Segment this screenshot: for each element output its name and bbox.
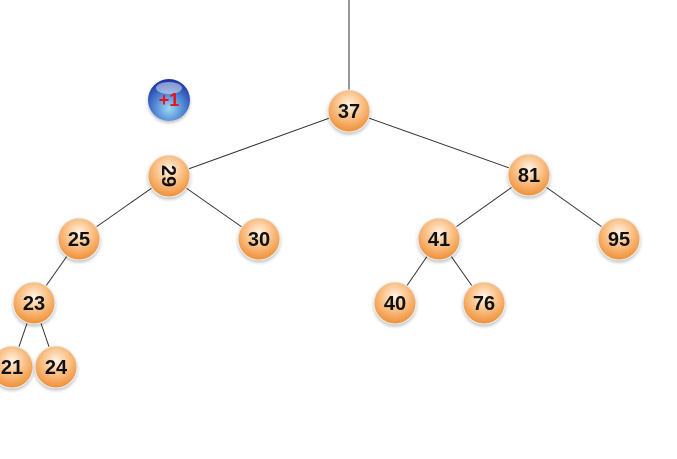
node-circle bbox=[597, 217, 641, 261]
tree-node-41: 41 bbox=[417, 217, 461, 261]
tree-node-37: 37 bbox=[327, 89, 371, 133]
node-label: 21 bbox=[1, 357, 23, 379]
node-label: 29 bbox=[157, 165, 179, 187]
node-circle bbox=[507, 153, 551, 197]
node-circle bbox=[12, 281, 56, 325]
edge-37-81 bbox=[348, 110, 530, 176]
badge-circle bbox=[148, 79, 190, 121]
tree-nodes: 37 29 81 25 30 41 95 23 40 76 21 24 bbox=[0, 89, 641, 389]
node-circle bbox=[147, 154, 191, 198]
tree-node-29: 29 bbox=[147, 154, 191, 198]
node-label: 81 bbox=[518, 165, 540, 187]
tree-node-21: 21 bbox=[0, 345, 34, 389]
node-circle bbox=[0, 345, 34, 389]
tree-node-81: 81 bbox=[507, 153, 551, 197]
node-circle bbox=[57, 217, 101, 261]
node-label: 41 bbox=[428, 229, 450, 251]
node-circle bbox=[327, 89, 371, 133]
tree-node-24: 24 bbox=[34, 345, 78, 389]
tree-edges bbox=[11, 110, 620, 368]
node-label: 24 bbox=[45, 357, 68, 379]
node-label: 23 bbox=[23, 293, 45, 315]
node-label: 95 bbox=[608, 229, 630, 251]
node-circle bbox=[462, 281, 506, 325]
node-label: 30 bbox=[248, 229, 270, 251]
badge-highlight bbox=[156, 82, 182, 94]
tree-node-23: 23 bbox=[12, 281, 56, 325]
node-circle bbox=[34, 345, 78, 389]
node-circle bbox=[417, 217, 461, 261]
node-circle bbox=[237, 217, 281, 261]
tree-node-76: 76 bbox=[462, 281, 506, 325]
node-circle bbox=[373, 281, 417, 325]
node-label: 40 bbox=[384, 293, 406, 315]
node-label: 25 bbox=[68, 229, 90, 251]
badge-label: +1 bbox=[159, 90, 180, 110]
node-label: 37 bbox=[338, 101, 360, 123]
tree-node-40: 40 bbox=[373, 281, 417, 325]
balance-badge: +1 bbox=[148, 79, 190, 121]
tree-node-30: 30 bbox=[237, 217, 281, 261]
tree-node-25: 25 bbox=[57, 217, 101, 261]
tree-node-95: 95 bbox=[597, 217, 641, 261]
edge-37-29 bbox=[168, 110, 350, 177]
node-label: 76 bbox=[473, 293, 495, 315]
